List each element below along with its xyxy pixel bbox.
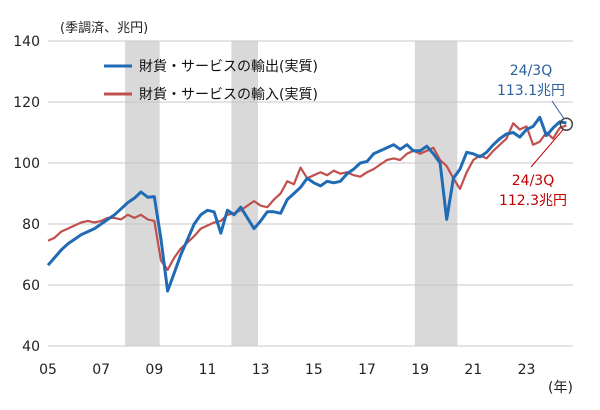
legend-label-imports: 財貨・サービスの輸入(実質) (139, 86, 318, 103)
legend-label-exports: 財貨・サービスの輸出(実質) (139, 58, 318, 75)
x-axis-unit-label: (年) (548, 380, 573, 396)
y-tick-label-120: 120 (13, 95, 40, 111)
y-axis-unit-label: (季調済、兆円) (60, 20, 148, 36)
y-tick-label-60: 60 (22, 278, 40, 294)
x-tick-label-17: 17 (358, 362, 376, 378)
x-tick-label-07: 07 (92, 362, 110, 378)
x-tick-label-09: 09 (145, 362, 163, 378)
y-tick-label-40: 40 (22, 339, 40, 355)
latest-value-marker (559, 117, 574, 132)
x-tick-label-11: 11 (199, 362, 217, 378)
x-tick-label-19: 19 (411, 362, 429, 378)
y-axis-ticks: 40 60 80 100 120 140 (13, 34, 40, 355)
x-tick-label-23: 23 (518, 362, 536, 378)
x-tick-label-15: 15 (305, 362, 323, 378)
annotation-imports-line-1: 112.3兆円 (499, 193, 567, 209)
gridlines (48, 40, 573, 347)
y-tick-label-100: 100 (13, 156, 40, 172)
annotation-leader-imports (530, 128, 564, 168)
annotation-exports-line-0: 24/3Q (510, 63, 552, 79)
x-tick-label-05: 05 (39, 362, 57, 378)
x-axis-ticks: 05 07 09 11 13 15 17 19 21 23 (39, 362, 535, 378)
y-tick-label-140: 140 (13, 34, 40, 50)
annotation-leader-exports (551, 100, 565, 120)
series-lines (46, 115, 567, 293)
annotation-imports-line-0: 24/3Q (512, 173, 554, 189)
y-tick-label-80: 80 (22, 217, 40, 233)
legend: 財貨・サービスの輸出(実質) 財貨・サービスの輸入(実質) (104, 58, 318, 103)
series-line-exports (46, 115, 567, 293)
x-tick-label-13: 13 (252, 362, 270, 378)
x-tick-label-21: 21 (464, 362, 482, 378)
latest-value-annotations: 24/3Q 113.1兆円 24/3Q 112.3兆円 (497, 63, 574, 209)
recession-band-1 (231, 41, 258, 346)
annotation-exports-line-1: 113.1兆円 (497, 83, 565, 99)
